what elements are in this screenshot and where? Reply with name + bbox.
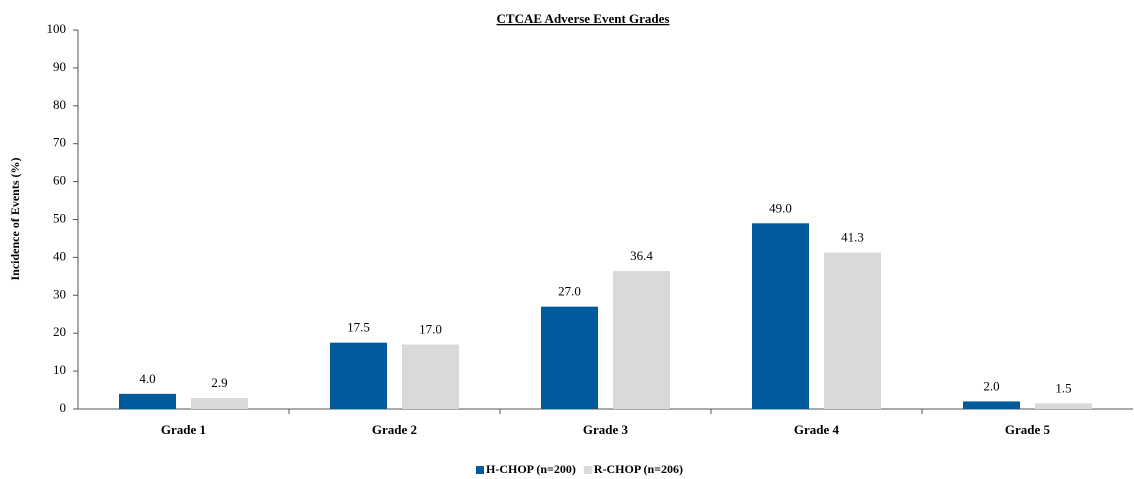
- y-tick-label: 20: [53, 324, 66, 339]
- y-axis-label: Incidence of Events (%): [8, 158, 22, 281]
- legend-swatch: [583, 466, 592, 474]
- y-tick-label: 60: [53, 173, 66, 188]
- legend-swatch: [476, 466, 484, 474]
- bar: [330, 342, 387, 409]
- x-tick-label: Grade 3: [583, 422, 629, 437]
- bar: [613, 271, 670, 409]
- value-label: 27.0: [558, 284, 581, 299]
- x-tick-label: Grade 2: [372, 422, 417, 437]
- x-tick-label: Grade 4: [794, 422, 840, 437]
- bar: [752, 223, 809, 409]
- y-tick-label: 90: [53, 59, 66, 74]
- value-label: 36.4: [630, 248, 653, 263]
- bar: [1035, 403, 1092, 409]
- bar: [119, 393, 176, 409]
- x-tick-label: Grade 1: [161, 422, 206, 437]
- y-tick-label: 50: [53, 210, 66, 225]
- y-tick-label: 70: [53, 135, 66, 150]
- y-tick-label: 80: [53, 97, 66, 112]
- chart-title: CTCAE Adverse Event Grades: [497, 11, 670, 26]
- y-tick-label: 30: [53, 286, 66, 301]
- value-label: 4.0: [139, 371, 155, 386]
- y-tick-label: 10: [53, 362, 66, 377]
- value-label: 2.0: [983, 378, 999, 393]
- bar: [402, 344, 459, 409]
- bar: [191, 398, 248, 409]
- value-label: 49.0: [769, 200, 792, 215]
- legend-label: H-CHOP (n=200): [486, 462, 576, 476]
- bar: [963, 401, 1020, 409]
- y-tick-label: 40: [53, 248, 66, 263]
- value-label: 41.3: [841, 229, 864, 244]
- legend-label: R-CHOP (n=206): [594, 462, 683, 476]
- y-tick-label: 100: [47, 21, 67, 36]
- value-label: 1.5: [1055, 380, 1071, 395]
- value-label: 2.9: [211, 375, 227, 390]
- value-label: 17.5: [347, 320, 370, 335]
- bar: [824, 252, 881, 409]
- bar: [541, 306, 598, 409]
- value-label: 17.0: [419, 322, 442, 337]
- y-tick-label: 0: [60, 400, 67, 415]
- x-tick-label: Grade 5: [1005, 422, 1051, 437]
